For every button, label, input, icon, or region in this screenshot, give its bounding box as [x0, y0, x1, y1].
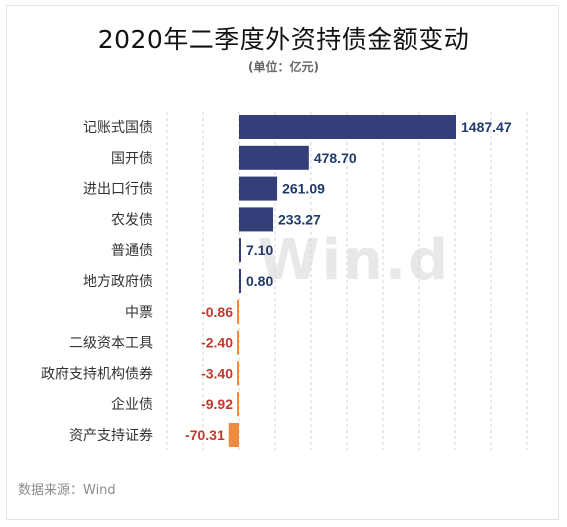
bar: [239, 238, 241, 263]
category-label: 记账式国债: [83, 120, 153, 136]
chart-card: [6, 5, 559, 520]
category-label: 资产支持证券: [69, 428, 153, 444]
bar: [239, 115, 456, 139]
bar: [239, 145, 309, 170]
category-label: 政府支持机构债券: [41, 366, 153, 382]
unit-note: (单位：亿元): [248, 60, 319, 74]
value-label: 261.09: [282, 181, 325, 197]
category-label: 进出口行债: [83, 182, 153, 198]
category-label: 中票: [125, 305, 153, 321]
bar: [237, 361, 239, 386]
value-label: 0.80: [246, 273, 273, 289]
category-label: 企业债: [111, 396, 153, 413]
category-label: 普通债: [111, 243, 153, 259]
bar: [239, 207, 274, 232]
bar: [239, 269, 241, 293]
value-label: 7.10: [246, 242, 273, 258]
value-label: -2.40: [201, 335, 233, 351]
value-label: 233.27: [278, 211, 321, 227]
bar: [239, 176, 278, 201]
value-label: 478.70: [314, 150, 357, 166]
category-label: 二级资本工具: [69, 336, 153, 352]
bar: [237, 330, 239, 355]
chart-title: 2020年二季度外资持债金额变动: [97, 25, 470, 54]
data-source: 数据来源：Wind: [18, 483, 116, 498]
bar: [228, 423, 239, 447]
value-label: -3.40: [201, 365, 233, 381]
value-label: 1487.47: [461, 119, 512, 135]
category-label: 国开债: [111, 151, 153, 167]
value-label: -0.86: [201, 304, 233, 320]
category-label: 地方政府债: [83, 274, 153, 290]
bar: [237, 392, 239, 417]
value-label: -70.31: [185, 427, 225, 443]
wind-watermark: Win.d: [258, 228, 451, 293]
bar: [237, 299, 239, 324]
value-label: -9.92: [201, 396, 233, 412]
category-label: 农发债: [111, 212, 153, 228]
